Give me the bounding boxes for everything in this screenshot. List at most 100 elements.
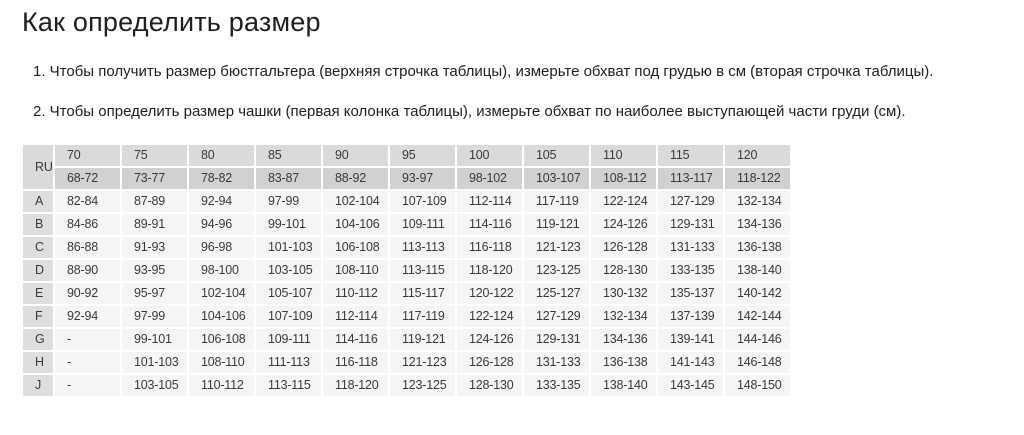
measurement-cell: 143-145	[658, 374, 723, 396]
measurement-cell: 113-113	[390, 236, 455, 258]
measurement-cell: 142-144	[725, 305, 790, 327]
band-size-cell: 95	[390, 144, 455, 166]
underbust-range-cell: 118-122	[725, 167, 790, 189]
measurement-cell: 116-118	[323, 351, 388, 373]
band-size-cell: 120	[725, 144, 790, 166]
measurement-cell: 97-99	[256, 190, 321, 212]
measurement-cell: 109-111	[390, 213, 455, 235]
measurement-cell: 86-88	[55, 236, 120, 258]
measurement-cell: 113-115	[390, 259, 455, 281]
cup-row-label: B	[23, 213, 53, 235]
measurement-cell: 118-120	[323, 374, 388, 396]
underbust-range-cell: 73-77	[122, 167, 187, 189]
cup-row-J: J -103-105 110-112 113-115 118-120 123-125 128…	[23, 374, 790, 396]
measurement-cell: 129-131	[658, 213, 723, 235]
measurement-cell: 102-104	[323, 190, 388, 212]
measurement-cell: 106-108	[323, 236, 388, 258]
measurement-cell: 107-109	[390, 190, 455, 212]
measurement-cell: 97-99	[122, 305, 187, 327]
measurement-cell: -	[55, 351, 120, 373]
measurement-cell: 123-125	[390, 374, 455, 396]
ru-corner-label: RU	[23, 144, 53, 189]
measurement-cell: 112-114	[457, 190, 522, 212]
measurement-cell: 99-101	[256, 213, 321, 235]
measurement-cell: 132-134	[725, 190, 790, 212]
measurement-cell: 134-136	[725, 213, 790, 235]
measurement-cell: 106-108	[189, 328, 254, 350]
measurement-cell: 128-130	[457, 374, 522, 396]
cup-row-D: D 88-90 93-95 98-100 103-105 108-110 113-115 11…	[23, 259, 790, 281]
underbust-range-cell: 98-102	[457, 167, 522, 189]
measurement-cell: 98-100	[189, 259, 254, 281]
underbust-range-cell: 83-87	[256, 167, 321, 189]
measurement-cell: 117-119	[390, 305, 455, 327]
page-title: Как определить размер	[22, 7, 321, 37]
underbust-range-cell: 68-72	[55, 167, 120, 189]
measurement-cell: 89-91	[122, 213, 187, 235]
measurement-cell: 110-112	[189, 374, 254, 396]
measurement-cell: 146-148	[725, 351, 790, 373]
band-size-cell: 70	[55, 144, 120, 166]
measurement-cell: 136-138	[591, 351, 656, 373]
measurement-cell: 102-104	[189, 282, 254, 304]
cup-row-G: G -99-101 106-108 109-111 114-116 119-121 124-…	[23, 328, 790, 350]
measurement-cell: 141-143	[658, 351, 723, 373]
measurement-cell: 134-136	[591, 328, 656, 350]
measurement-cell: 123-125	[524, 259, 589, 281]
measurement-cell: 105-107	[256, 282, 321, 304]
size-chart-table: RU 70 75 80 85 90 95 100 105 110 115 120 68-72 73-77 7…	[21, 143, 792, 398]
band-size-cell: 100	[457, 144, 522, 166]
measurement-cell: 84-86	[55, 213, 120, 235]
measurement-cell: 124-126	[457, 328, 522, 350]
measurement-cell: 117-119	[524, 190, 589, 212]
measurement-cell: 137-139	[658, 305, 723, 327]
underbust-range-cell: 78-82	[189, 167, 254, 189]
measurement-cell: 92-94	[55, 305, 120, 327]
size-chart-header: RU 70 75 80 85 90 95 100 105 110 115 120 68-72 73-77 7…	[23, 144, 790, 189]
measurement-cell: 101-103	[122, 351, 187, 373]
measurement-cell: 129-131	[524, 328, 589, 350]
measurement-cell: 126-128	[457, 351, 522, 373]
measurement-cell: 136-138	[725, 236, 790, 258]
cup-row-A: A 82-84 87-89 92-94 97-99 102-104 107-109 112-1…	[23, 190, 790, 212]
measurement-cell: 121-123	[524, 236, 589, 258]
cup-row-label: D	[23, 259, 53, 281]
measurement-cell: 139-141	[658, 328, 723, 350]
measurement-cell: 133-135	[658, 259, 723, 281]
measurement-cell: 112-114	[323, 305, 388, 327]
measurement-cell: 109-111	[256, 328, 321, 350]
measurement-cell: 140-142	[725, 282, 790, 304]
cup-row-label: C	[23, 236, 53, 258]
measurement-cell: 116-118	[457, 236, 522, 258]
measurement-cell: 93-95	[122, 259, 187, 281]
measurement-cell: 108-110	[323, 259, 388, 281]
measurement-cell: 127-129	[524, 305, 589, 327]
measurement-cell: 121-123	[390, 351, 455, 373]
band-size-cell: 85	[256, 144, 321, 166]
band-size-cell: 105	[524, 144, 589, 166]
cup-row-F: F 92-94 97-99 104-106 107-109 112-114 117-119 1…	[23, 305, 790, 327]
cup-row-label: G	[23, 328, 53, 350]
cup-row-label: H	[23, 351, 53, 373]
measurement-cell: 138-140	[725, 259, 790, 281]
instructions-list: 1. Чтобы получить размер бюстгальтера (в…	[33, 63, 1024, 122]
measurement-cell: 128-130	[591, 259, 656, 281]
size-chart-body: A 82-84 87-89 92-94 97-99 102-104 107-109 112-1…	[23, 190, 790, 396]
measurement-cell: 127-129	[658, 190, 723, 212]
measurement-cell: 82-84	[55, 190, 120, 212]
measurement-cell: 131-133	[658, 236, 723, 258]
measurement-cell: 90-92	[55, 282, 120, 304]
measurement-cell: 104-106	[323, 213, 388, 235]
cup-row-C: C 86-88 91-93 96-98 101-103 106-108 113-113 116…	[23, 236, 790, 258]
measurement-cell: 132-134	[591, 305, 656, 327]
measurement-cell: 88-90	[55, 259, 120, 281]
measurement-cell: 125-127	[524, 282, 589, 304]
measurement-cell: 96-98	[189, 236, 254, 258]
cup-row-H: H -101-103 108-110 111-113 116-118 121-123 126…	[23, 351, 790, 373]
cup-row-E: E 90-92 95-97 102-104 105-107 110-112 115-117 1…	[23, 282, 790, 304]
measurement-cell: 95-97	[122, 282, 187, 304]
measurement-cell: 126-128	[591, 236, 656, 258]
measurement-cell: -	[55, 374, 120, 396]
band-size-row: RU 70 75 80 85 90 95 100 105 110 115 120	[23, 144, 790, 189]
band-size-cell: 110	[591, 144, 656, 166]
